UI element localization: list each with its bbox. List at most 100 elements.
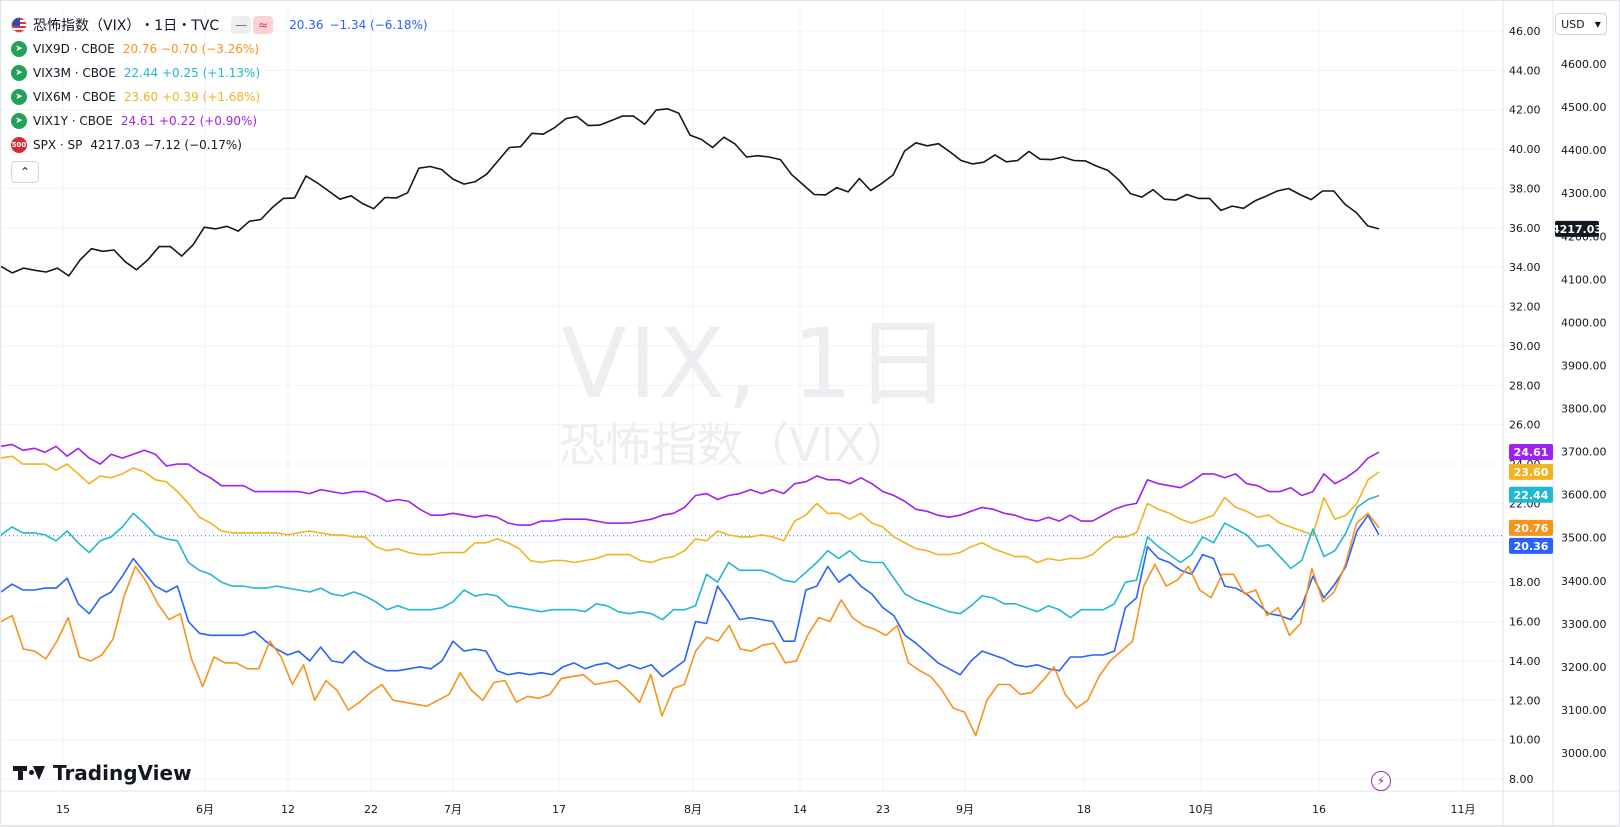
last-value-badge [1555, 220, 1599, 237]
x-tick-label: 16 [1312, 803, 1326, 816]
legend-row-spx[interactable]: 500 SPX · SP 4217.03 −7.12 (−0.17%) [11, 133, 428, 157]
x-tick-label: 11月 [1451, 803, 1476, 816]
collapse-legend-button[interactable]: ⌃ [11, 161, 39, 183]
y-tick-label: 46.00 [1509, 25, 1541, 38]
series-line-vix3m[interactable] [1, 494, 1380, 621]
last-price: 20.36 [289, 18, 324, 32]
legend-main-row[interactable]: 恐怖指数（VIX） ・1日・TVC — ≈ 20.36 −1.34 (−6.18… [11, 13, 428, 37]
series-line-vix9d[interactable] [1, 512, 1380, 737]
y-tick-label: 38.00 [1509, 182, 1541, 195]
x-tick-label: 23 [876, 803, 890, 816]
legend-value: 22.44 +0.25 (+1.13%) [123, 66, 261, 80]
tradingview-mark-icon [13, 764, 47, 782]
lightning-icon[interactable]: ⚡ [1371, 771, 1391, 791]
last-value-label: 20.76 [1514, 522, 1549, 535]
price-change: −1.34 (−6.18%) [329, 18, 428, 32]
y-tick-label: 12.00 [1509, 694, 1541, 707]
y-tick-label: 36.00 [1509, 222, 1541, 235]
y-tick-label: 16.00 [1509, 616, 1541, 629]
watermark-sub: 恐怖指数（VIX） [559, 418, 912, 472]
y-tick-label: 18.00 [1509, 576, 1541, 589]
currency-label: USD [1561, 17, 1585, 31]
x-tick-label: 10月 [1189, 803, 1214, 816]
y2-tick-label: 3500.00 [1561, 532, 1607, 545]
up-arrow-icon: ➤ [11, 113, 27, 129]
approx-pill-button[interactable]: ≈ [253, 16, 274, 34]
up-arrow-icon: ➤ [11, 41, 27, 57]
last-value-badge [1509, 519, 1553, 536]
y-tick-label: 14.00 [1509, 655, 1541, 668]
x-tick-label: 14 [793, 803, 807, 816]
legend-value: 24.61 +0.22 (+0.90%) [120, 114, 258, 128]
symbol-title[interactable]: 恐怖指数（VIX） [33, 18, 141, 34]
series-line-vix[interactable] [1, 514, 1380, 678]
y2-tick-label: 3100.00 [1561, 704, 1607, 717]
spx-500-icon: 500 [11, 137, 27, 153]
legend-row-vix3m[interactable]: ➤ VIX3M · CBOE 22.44 +0.25 (+1.13%) [11, 61, 428, 85]
y2-tick-label: 4100.00 [1561, 273, 1607, 286]
x-tick-label: 17 [552, 803, 566, 816]
y-tick-label: 42.00 [1509, 104, 1541, 117]
y-tick-label: 28.00 [1509, 379, 1541, 392]
series-line-vix1y[interactable] [1, 443, 1380, 526]
pill-group: — ≈ [231, 16, 275, 34]
last-value-label: 23.60 [1514, 466, 1549, 479]
y-tick-label: 32.00 [1509, 301, 1541, 314]
y-tick-label: 10.00 [1509, 734, 1541, 747]
minus-pill-button[interactable]: — [231, 16, 252, 34]
legend-row-vix6m[interactable]: ➤ VIX6M · CBOE 23.60 +0.39 (+1.68%) [11, 85, 428, 109]
last-value-label: 20.36 [1514, 540, 1549, 553]
legend-name: VIX1Y · CBOE [33, 114, 113, 128]
y-tick-label: 44.00 [1509, 64, 1541, 77]
y2-tick-label: 3900.00 [1561, 359, 1607, 372]
us-flag-icon [11, 17, 27, 33]
interval-label: ・1日・TVC [140, 18, 220, 34]
x-tick-label: 6月 [196, 803, 214, 816]
series-line-vix6m[interactable] [1, 455, 1380, 564]
last-value-label: 24.61 [1514, 446, 1549, 459]
last-value-badge [1509, 463, 1553, 480]
legend-name: VIX3M · CBOE [33, 66, 116, 80]
y2-tick-label: 3700.00 [1561, 446, 1607, 459]
y-tick-label: 40.00 [1509, 143, 1541, 156]
y-tick-label: 26.00 [1509, 419, 1541, 432]
tradingview-logo[interactable]: TradingView [13, 761, 192, 785]
y2-tick-label: 3000.00 [1561, 747, 1607, 760]
y-tick-label: 8.00 [1509, 773, 1534, 786]
up-arrow-icon: ➤ [11, 89, 27, 105]
legend-value: 4217.03 −7.12 (−0.17%) [90, 138, 242, 152]
x-tick-label: 8月 [684, 803, 702, 816]
legend-row-vix1y[interactable]: ➤ VIX1Y · CBOE 24.61 +0.22 (+0.90%) [11, 109, 428, 133]
legend-value: 20.76 −0.70 (−3.26%) [122, 42, 260, 56]
watermark-main: VIX, 1日 [561, 308, 953, 420]
legend: 恐怖指数（VIX） ・1日・TVC — ≈ 20.36 −1.34 (−6.18… [11, 13, 428, 183]
y2-tick-label: 4300.00 [1561, 187, 1607, 200]
last-value-label: 22.44 [1514, 489, 1549, 502]
last-value-badge [1509, 444, 1553, 461]
chevron-down-icon: ▼ [1594, 19, 1601, 29]
legend-row-vix9d[interactable]: ➤ VIX9D · CBOE 20.76 −0.70 (−3.26%) [11, 37, 428, 61]
y2-tick-label: 3200.00 [1561, 661, 1607, 674]
y2-tick-label: 3600.00 [1561, 489, 1607, 502]
up-arrow-icon: ➤ [11, 65, 27, 81]
price-labels: 24.61 23.60 22.44 20.76 20.36 4217.03 [1509, 220, 1602, 554]
y2-tick-label: 3400.00 [1561, 575, 1607, 588]
y2-tick-label: 4000.00 [1561, 316, 1607, 329]
last-value-badge [1509, 537, 1553, 554]
legend-name: VIX6M · CBOE [33, 90, 116, 104]
x-tick-label: 7月 [444, 803, 462, 816]
last-value-label: 4217.03 [1552, 223, 1602, 236]
x-tick-label: 12 [281, 803, 295, 816]
x-tick-label: 18 [1077, 803, 1091, 816]
currency-dropdown[interactable]: USD ▼ [1555, 13, 1607, 35]
y2-tick-label: 4600.00 [1561, 58, 1607, 71]
y-tick-label: 30.00 [1509, 340, 1541, 353]
brand-name: TradingView [53, 761, 192, 785]
series-line-spx[interactable] [1, 108, 1380, 277]
legend-value: 23.60 +0.39 (+1.68%) [123, 90, 261, 104]
y2-tick-label: 3800.00 [1561, 403, 1607, 416]
series-lines [1, 108, 1380, 737]
x-tick-label: 9月 [956, 803, 974, 816]
